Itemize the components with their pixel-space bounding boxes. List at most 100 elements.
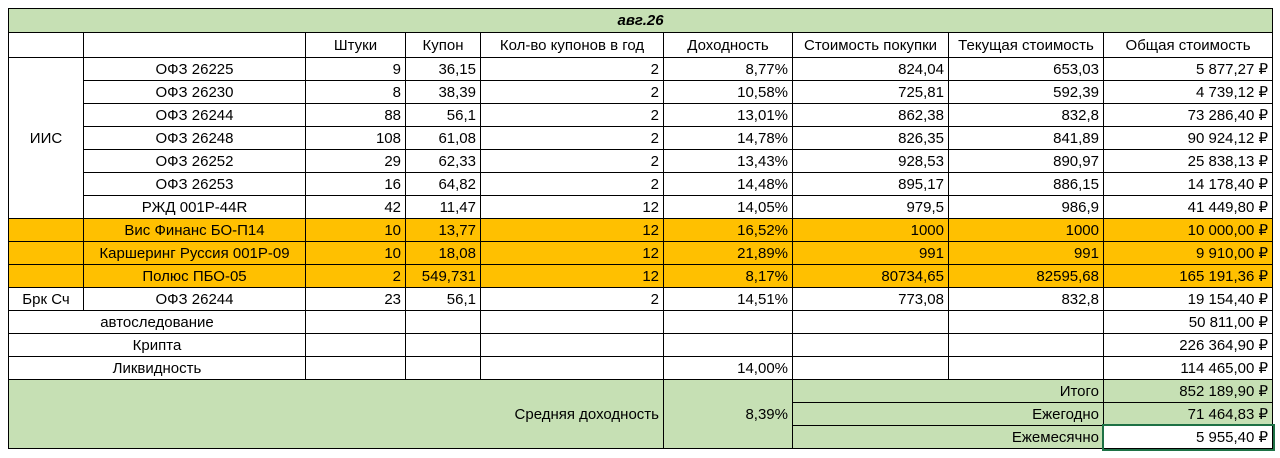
value-cell: 16 — [305, 172, 406, 196]
row: ОФЗ 26244 88 56,1 2 13,01% 862,38 832,8 73 286,… — [9, 103, 1274, 127]
value-cell: 9 910,00 ₽ — [1102, 241, 1274, 265]
value-cell: 13,77 — [405, 218, 481, 242]
security-name: ОФЗ 26252 — [83, 149, 306, 173]
value-cell — [663, 310, 793, 334]
security-name: ОФЗ 26248 — [83, 126, 306, 150]
cell — [305, 310, 406, 334]
value-cell: 114 465,00 ₽ — [1102, 356, 1274, 380]
cell — [480, 356, 664, 380]
row: Средняя доходность 8,39% Итого 852 189,90 ₽ — [8, 379, 1274, 449]
value-cell: 13,01% — [663, 103, 793, 127]
item-name: Крипта — [8, 333, 306, 357]
summary-value: 8,39% — [663, 379, 793, 449]
value-cell: 12 — [480, 195, 664, 219]
value-cell: 14,00% — [663, 356, 793, 380]
value-cell: 165 191,36 ₽ — [1102, 264, 1274, 288]
row: ОФЗ 26248 108 61,08 2 14,78% 826,35 841,89 90 9… — [9, 126, 1274, 150]
row: Каршеринг Руссия 001Р-09 10 18,08 12 21,89% 9… — [8, 241, 1274, 265]
value-cell: 50 811,00 ₽ — [1102, 310, 1274, 334]
value-cell: 12 — [480, 264, 664, 288]
value-cell: 862,38 — [792, 103, 949, 127]
cell — [405, 310, 481, 334]
value-cell: 61,08 — [405, 126, 481, 150]
row: Полюс ПБО-05 2 549,731 12 8,17% 80734,65 82595… — [8, 264, 1274, 288]
row: Брк Сч ОФЗ 26244 23 56,1 2 14,51% 773,08 832,8 1… — [8, 287, 1274, 311]
value-cell: 2 — [305, 264, 406, 288]
security-name: РЖД 001Р-44R — [83, 195, 306, 219]
value-cell: 986,9 — [948, 195, 1104, 219]
value-cell: 82595,68 — [948, 264, 1104, 288]
security-name: ОФЗ 26244 — [83, 103, 306, 127]
value-cell: 773,08 — [792, 287, 949, 311]
security-name: Вис Финанс БО-П14 — [83, 218, 306, 242]
value-cell: 832,8 — [948, 103, 1104, 127]
value-cell: 2 — [480, 103, 664, 127]
value-cell: 23 — [305, 287, 406, 311]
cell — [480, 333, 664, 357]
value-cell: 25 838,13 ₽ — [1102, 149, 1274, 173]
value-cell: 2 — [480, 149, 664, 173]
total-value: 852 189,90 ₽ — [1102, 379, 1274, 403]
value-cell: 928,53 — [792, 149, 949, 173]
item-name: Ликвидность — [8, 356, 306, 380]
value-cell: 29 — [305, 149, 406, 173]
total-label: Ежемесячно — [792, 425, 1104, 449]
value-cell: 16,52% — [663, 218, 793, 242]
value-cell — [663, 333, 793, 357]
column-header: Текущая стоимость — [948, 32, 1104, 58]
security-name: ОФЗ 26225 — [83, 57, 306, 81]
sheet-title: авг.26 — [7, 8, 1274, 33]
value-cell: 10 — [305, 241, 406, 265]
value-cell: 979,5 — [792, 195, 949, 219]
row: Ежегодно 71 464,83 ₽ — [9, 402, 1274, 426]
value-cell: 11,47 — [405, 195, 481, 219]
column-header: Доходность — [663, 32, 793, 58]
value-cell: 62,33 — [405, 149, 481, 173]
value-cell: 8 — [305, 80, 406, 104]
value-cell: 14,78% — [663, 126, 793, 150]
row: авг.26 — [7, 8, 1274, 33]
table: авг.26 Штуки Купон Кол-во купонов в год Дохо… — [7, 8, 1275, 451]
value-cell: 592,39 — [948, 80, 1104, 104]
total-value: 5 955,40 ₽ — [1101, 423, 1275, 451]
total-label: Итого — [792, 379, 1104, 403]
value-cell: 8,17% — [663, 264, 793, 288]
row: Крипта 226 364,90 ₽ — [8, 333, 1274, 357]
column-header: Стоимость покупки — [792, 32, 949, 58]
sheet: авг.26 Штуки Купон Кол-во купонов в год Дохо… — [7, 8, 1275, 451]
cell — [305, 356, 406, 380]
value-cell: 832,8 — [948, 287, 1104, 311]
value-cell: 80734,65 — [792, 264, 949, 288]
column-header: Купон — [405, 32, 481, 58]
cell — [8, 218, 84, 242]
row: Ежемесячно 5 955,40 ₽ — [9, 423, 1275, 451]
total-value: 71 464,83 ₽ — [1102, 402, 1274, 426]
value-cell: 2 — [480, 57, 664, 81]
value-cell: 1000 — [792, 218, 949, 242]
cell — [83, 32, 306, 58]
row: Штуки Купон Кол-во купонов в год Доходность… — [8, 32, 1274, 58]
column-header: Кол-во купонов в год — [480, 32, 664, 58]
value-cell: 36,15 — [405, 57, 481, 81]
value-cell: 18,08 — [405, 241, 481, 265]
group-label: ИИС — [8, 57, 84, 219]
row: автоследование 50 811,00 ₽ — [8, 310, 1274, 334]
value-cell: 19 154,40 ₽ — [1102, 287, 1274, 311]
row: ОФЗ 26252 29 62,33 2 13,43% 928,53 890,97 25 83… — [9, 149, 1274, 173]
value-cell: 653,03 — [948, 57, 1104, 81]
total-label: Ежегодно — [792, 402, 1104, 426]
group-label: Брк Сч — [8, 287, 84, 311]
value-cell: 895,17 — [792, 172, 949, 196]
value-cell: 10 000,00 ₽ — [1102, 218, 1274, 242]
security-name: ОФЗ 26244 — [83, 287, 306, 311]
cell — [792, 310, 949, 334]
cell — [480, 310, 664, 334]
cell — [8, 264, 84, 288]
value-cell: 2 — [480, 287, 664, 311]
value-cell: 42 — [305, 195, 406, 219]
row: Вис Финанс БО-П14 10 13,77 12 16,52% 1000 1000… — [8, 218, 1274, 242]
value-cell: 226 364,90 ₽ — [1102, 333, 1274, 357]
value-cell: 991 — [792, 241, 949, 265]
value-cell: 2 — [480, 126, 664, 150]
row: ИИС ОФЗ 26225 9 36,15 2 8,77% 824,04 653,03 5 87… — [8, 57, 1274, 219]
